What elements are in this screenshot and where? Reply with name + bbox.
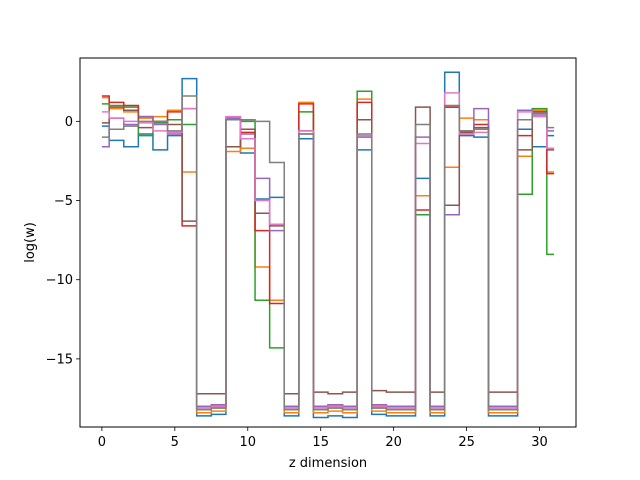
x-tick-label: 15 <box>312 435 329 450</box>
x-tick-label: 10 <box>239 435 256 450</box>
series-line-7 <box>101 92 555 409</box>
series-line-8 <box>101 95 555 411</box>
plot-frame <box>79 57 577 428</box>
x-tick-label: 5 <box>171 435 179 450</box>
x-tick-label: 0 <box>98 435 106 450</box>
y-tick-label: −10 <box>46 273 73 288</box>
x-tick-label: 30 <box>531 435 548 450</box>
y-axis-label: log(w) <box>23 222 38 263</box>
series-line-1 <box>101 71 555 419</box>
y-tick-label: −5 <box>54 194 73 209</box>
x-tick-label: 25 <box>458 435 475 450</box>
y-tick-label: −15 <box>46 352 73 367</box>
x-tick-label: 20 <box>385 435 402 450</box>
series-layer <box>101 71 555 419</box>
x-axis-ticks: 0 5 10 15 20 25 30 <box>98 427 548 450</box>
series-line-5 <box>101 107 555 408</box>
y-axis-ticks: 0 −5 −10 −15 <box>46 115 80 367</box>
y-tick-label: 0 <box>65 115 73 130</box>
x-axis-label: z dimension <box>289 456 367 471</box>
